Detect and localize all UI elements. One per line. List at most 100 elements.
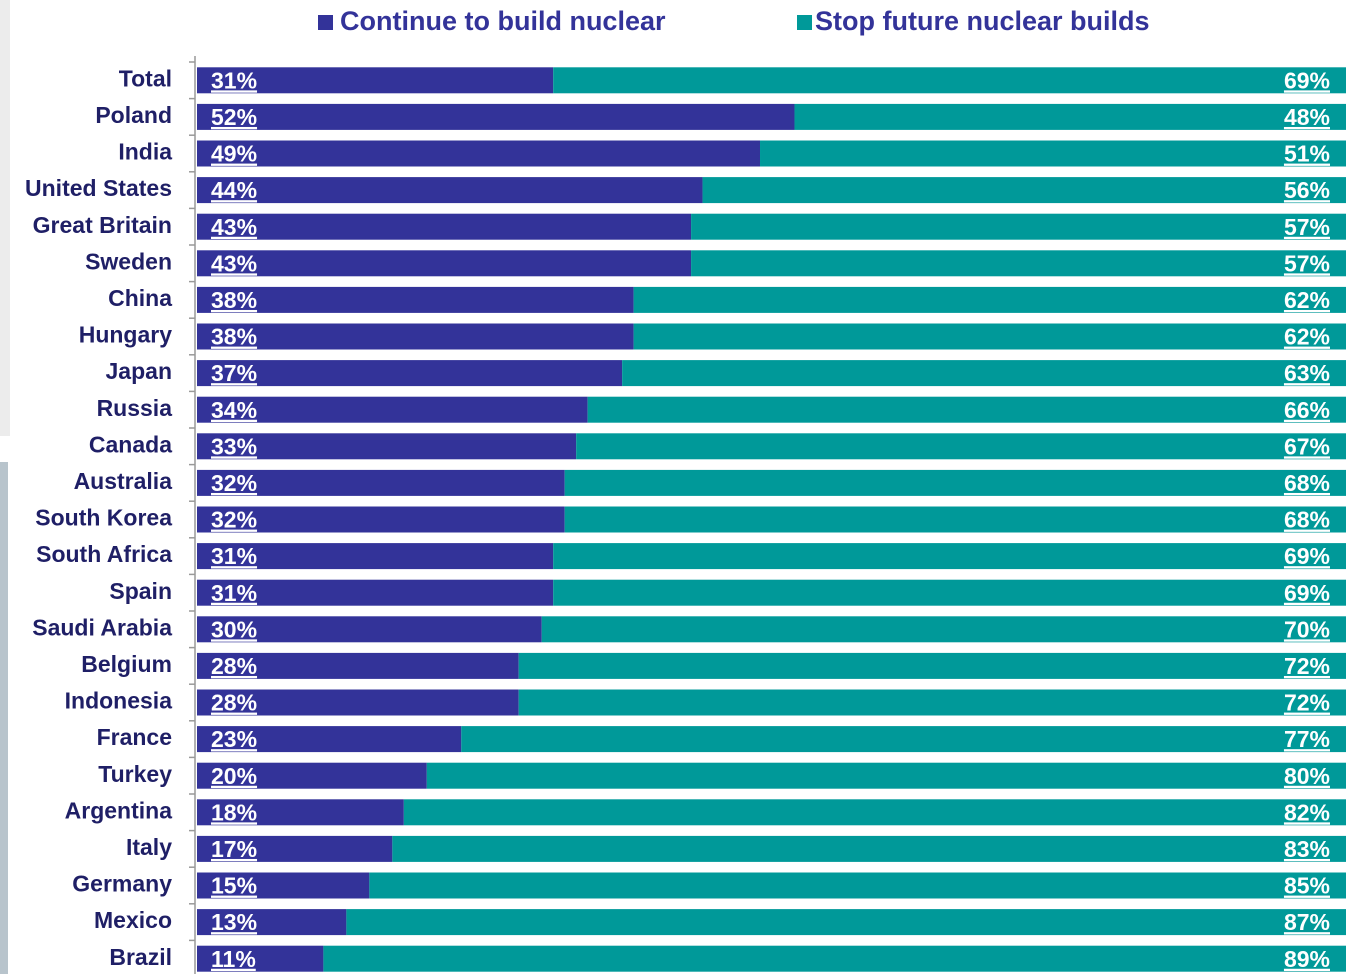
data-label: 69% <box>1284 67 1330 93</box>
bar-segment <box>197 250 692 277</box>
legend-label: Stop future nuclear builds <box>815 6 1150 36</box>
data-label: 32% <box>211 507 257 533</box>
bar-segment <box>197 506 565 533</box>
y-tick-label: France <box>97 724 172 750</box>
y-tick-label: Canada <box>89 431 172 457</box>
y-tick-label: United States <box>25 175 172 201</box>
background-strip <box>0 462 8 974</box>
bar-segment <box>392 835 1346 862</box>
data-label: 43% <box>211 214 257 240</box>
bar-segment <box>587 396 1346 423</box>
data-label: 77% <box>1284 726 1330 752</box>
bar-segment <box>691 250 1346 277</box>
bar-segment <box>576 433 1346 460</box>
bar-segment <box>461 726 1346 753</box>
bar-segment <box>197 140 761 167</box>
y-tick-label: India <box>118 139 172 165</box>
bar-segment <box>633 323 1346 350</box>
data-label: 43% <box>211 250 257 276</box>
data-label: 17% <box>211 836 257 862</box>
bar-segment <box>197 909 347 936</box>
bar-segment <box>564 506 1346 533</box>
y-tick-label: South Africa <box>36 541 172 567</box>
bar-segment <box>553 543 1346 570</box>
data-label: 80% <box>1284 763 1330 789</box>
y-tick-label: Belgium <box>81 651 172 677</box>
data-label: 28% <box>211 690 257 716</box>
bar-segment <box>197 835 393 862</box>
y-tick-label: Total <box>119 65 172 91</box>
data-label: 68% <box>1284 507 1330 533</box>
data-label: 66% <box>1284 397 1330 423</box>
data-label: 48% <box>1284 104 1330 130</box>
data-label: 15% <box>211 873 257 899</box>
data-label: 63% <box>1284 360 1330 386</box>
bar-segment <box>702 177 1346 204</box>
bar-segment <box>197 396 588 423</box>
data-label: 87% <box>1284 909 1330 935</box>
data-label: 11% <box>211 946 256 972</box>
data-label: 57% <box>1284 250 1330 276</box>
bar-segment <box>197 689 519 716</box>
bar-segment <box>622 360 1346 387</box>
y-tick-label: Italy <box>126 834 172 860</box>
bar-segment <box>197 433 577 460</box>
legend-label: Continue to build nuclear <box>340 6 666 36</box>
bar-segment <box>633 286 1346 313</box>
data-label: 89% <box>1284 946 1330 972</box>
data-label: 85% <box>1284 873 1330 899</box>
legend-marker <box>797 15 812 30</box>
bar-segment <box>346 909 1346 936</box>
bar-segment <box>197 799 404 826</box>
data-label: 30% <box>211 616 257 642</box>
data-label: 62% <box>1284 287 1330 313</box>
data-label: 57% <box>1284 214 1330 240</box>
data-label: 31% <box>211 543 257 569</box>
bar-segment <box>197 872 370 899</box>
data-label: 82% <box>1284 799 1330 825</box>
data-label: 32% <box>211 470 257 496</box>
bar-segment <box>553 579 1346 606</box>
bar-segment <box>197 213 692 240</box>
bar-segment <box>197 323 634 350</box>
y-tick-label: Mexico <box>94 907 172 933</box>
bar-segment <box>197 360 623 387</box>
data-label: 38% <box>211 287 257 313</box>
bar-segment <box>403 799 1346 826</box>
bar-segment <box>760 140 1346 167</box>
legend-marker <box>318 15 333 30</box>
data-label: 83% <box>1284 836 1330 862</box>
bar-segment <box>518 689 1346 716</box>
data-label: 51% <box>1284 141 1330 167</box>
y-tick-label: Spain <box>109 578 172 604</box>
bar-segment <box>197 469 565 496</box>
y-tick-label: Indonesia <box>65 688 173 714</box>
data-label: 62% <box>1284 324 1330 350</box>
bar-segment <box>369 872 1346 899</box>
bar-segment <box>197 652 519 679</box>
bar-segment <box>794 103 1346 130</box>
bar-segment <box>197 579 554 606</box>
data-label: 31% <box>211 580 257 606</box>
bar-segment <box>553 67 1346 94</box>
data-label: 56% <box>1284 177 1330 203</box>
y-tick-label: Turkey <box>98 761 172 787</box>
data-label: 38% <box>211 324 257 350</box>
data-label: 34% <box>211 397 257 423</box>
y-tick-label: China <box>108 285 172 311</box>
bar-segment <box>541 616 1346 643</box>
data-label: 69% <box>1284 580 1330 606</box>
bar-segment <box>197 945 324 972</box>
y-tick-label: South Korea <box>35 505 172 531</box>
data-label: 18% <box>211 799 257 825</box>
y-tick-label: Australia <box>74 468 173 494</box>
y-tick-label: Great Britain <box>33 212 172 238</box>
bar-segment <box>323 945 1346 972</box>
bar-segment <box>197 543 554 570</box>
data-label: 72% <box>1284 653 1330 679</box>
bar-segment <box>197 286 634 313</box>
data-label: 52% <box>211 104 257 130</box>
bar-segment <box>197 67 554 94</box>
